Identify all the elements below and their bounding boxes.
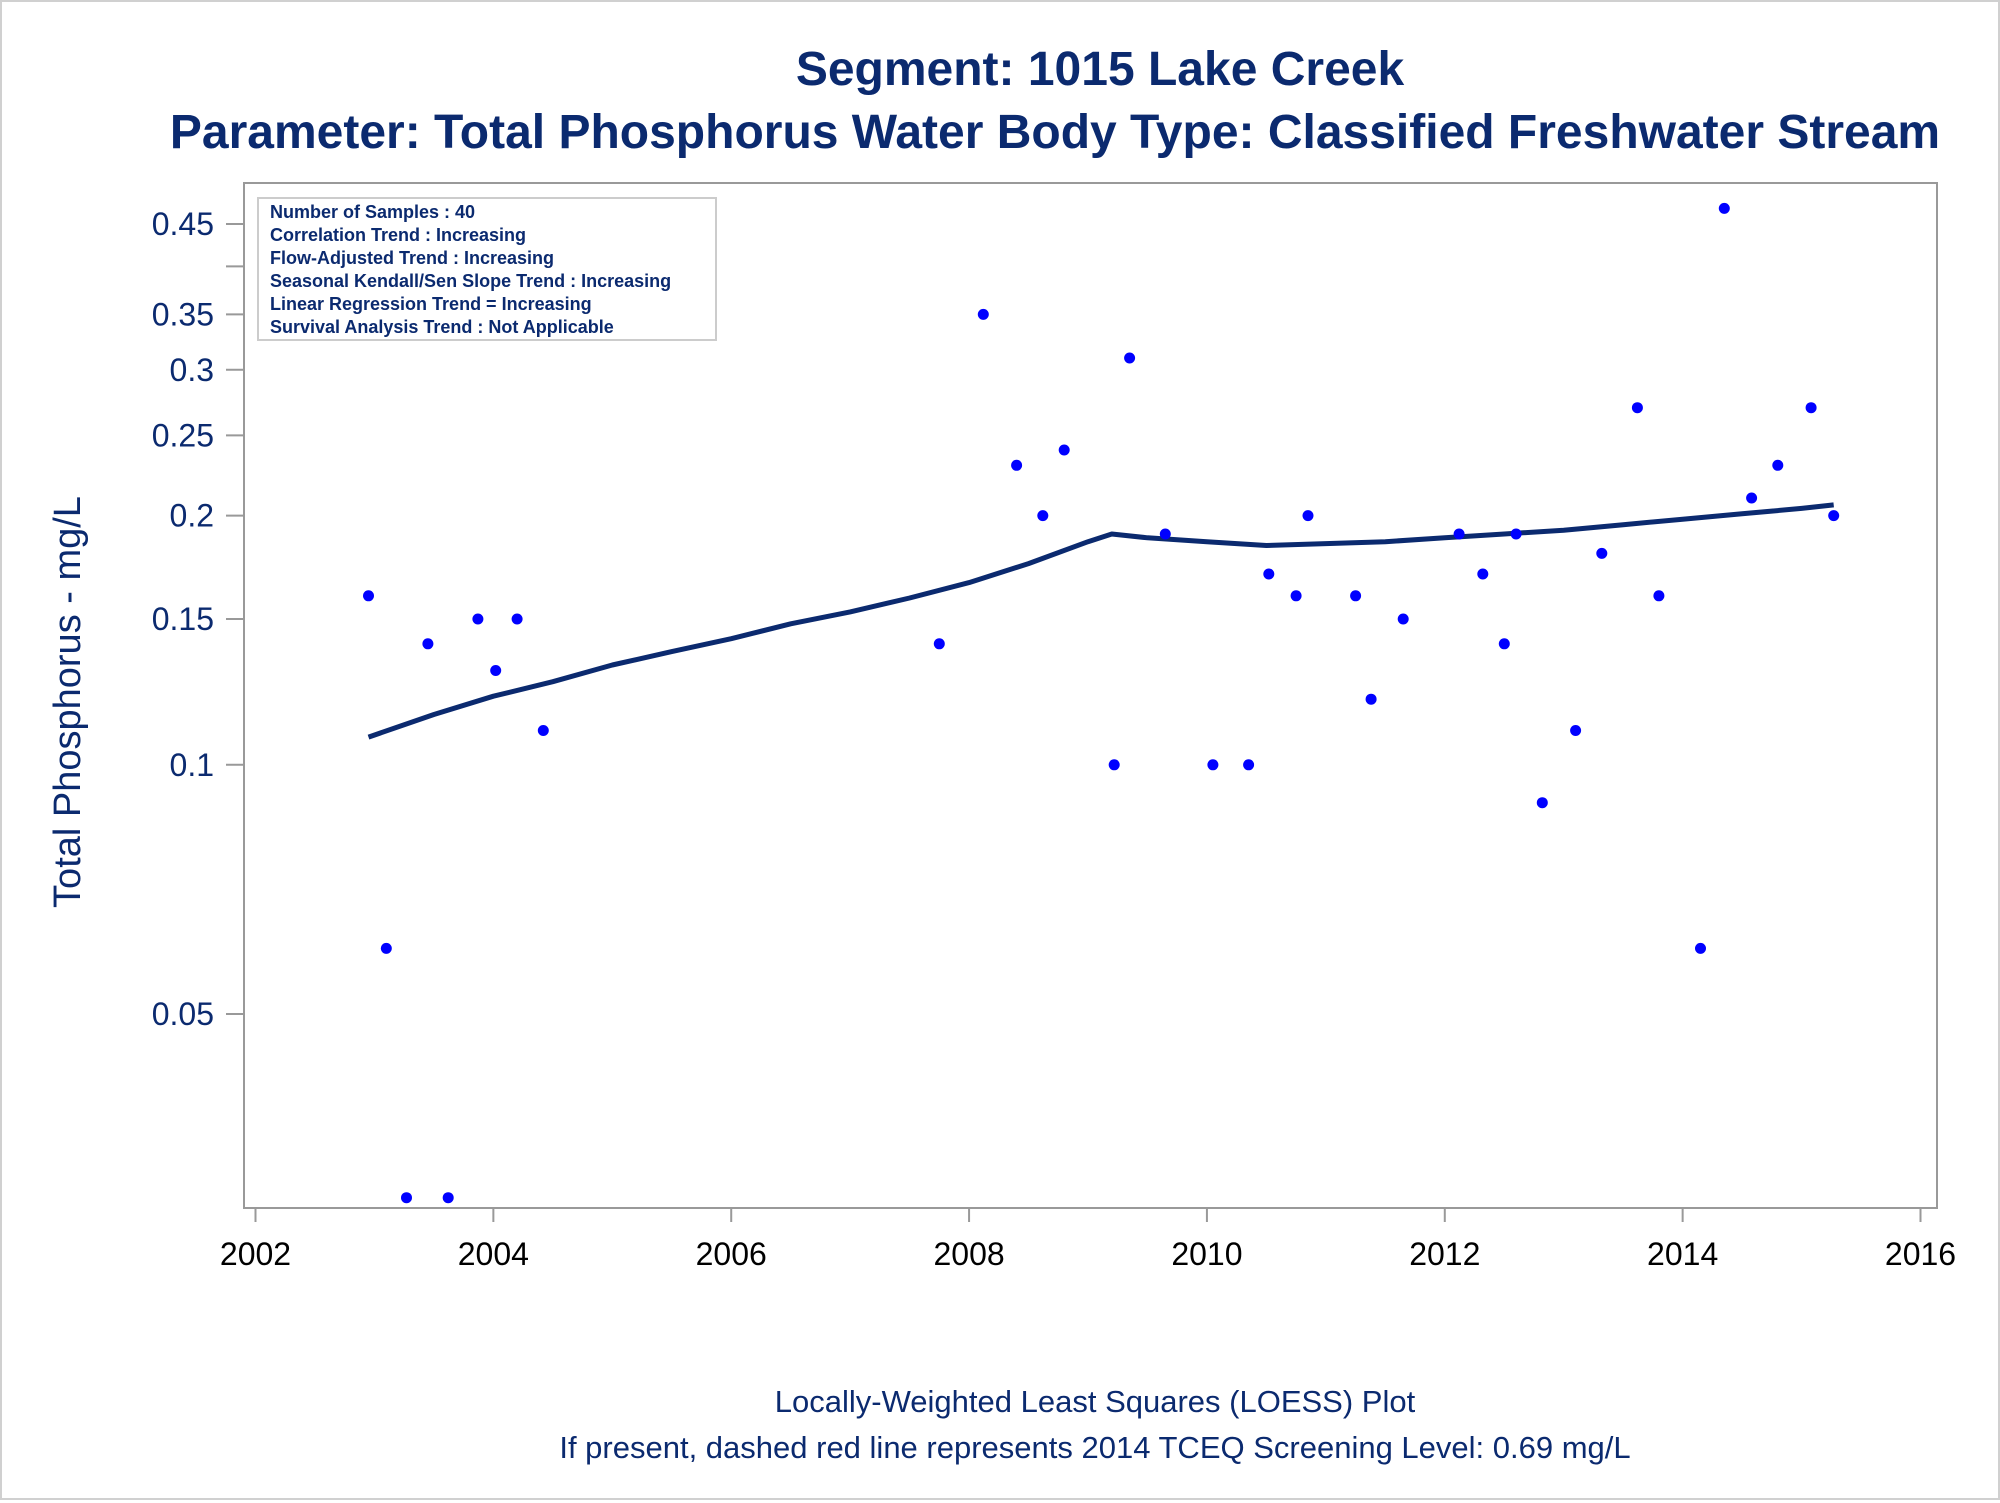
x-tick-label: 2002 [220, 1236, 291, 1272]
sample-point [977, 308, 989, 320]
sample-point [1477, 568, 1489, 580]
sample-point [1805, 402, 1817, 414]
y-tick-label: 0.3 [170, 352, 214, 388]
y-tick-label: 0.05 [152, 996, 214, 1032]
series-layer [363, 202, 1840, 1204]
footnote-screening-level: If present, dashed red line represents 2… [559, 1430, 1630, 1465]
sample-point [1828, 510, 1840, 522]
x-axis: 2002 2004 2006 2008 2010 2012 2014 2016 [220, 1208, 1956, 1272]
x-tick-label: 2008 [933, 1236, 1004, 1272]
chart-title: Segment: 1015 Lake Creek [796, 43, 1405, 96]
stats-line: Correlation Trend : Increasing [270, 225, 526, 245]
sample-point [363, 590, 374, 602]
sample-point [1570, 725, 1582, 736]
sample-point [1695, 942, 1706, 954]
x-tick-label: 2012 [1409, 1236, 1480, 1272]
sample-point [1453, 528, 1465, 540]
sample-point [1243, 759, 1255, 771]
sample-point [1365, 693, 1377, 705]
sample-point [1290, 590, 1302, 602]
sample-point [1058, 444, 1070, 456]
x-tick-label: 2016 [1885, 1236, 1956, 1272]
sample-point [472, 613, 484, 625]
sample-point [1653, 590, 1665, 602]
stats-box-border [257, 197, 717, 341]
sample-point [511, 613, 523, 625]
sample-point [1631, 402, 1643, 414]
y-tick-label: 0.35 [152, 296, 214, 332]
sample-point [1037, 510, 1049, 522]
x-tick-label: 2004 [458, 1236, 529, 1272]
sample-point [1159, 528, 1171, 540]
sample-point [933, 638, 945, 650]
loess-trend-line [367, 502, 1834, 740]
stats-line: Seasonal Kendall/Sen Slope Trend : Incre… [270, 271, 671, 291]
y-tick-label: 0.25 [152, 417, 214, 453]
sample-point [401, 1192, 412, 1204]
y-axis: 0.05 0.1 0.15 0.2 0.25 0.3 0.35 0.45 [152, 206, 244, 1032]
sample-point [1772, 459, 1784, 471]
x-tick-label: 2006 [696, 1236, 767, 1272]
stats-line: Number of Samples : 40 [270, 202, 475, 222]
footnote-loess: Locally-Weighted Least Squares (LOESS) P… [775, 1384, 1416, 1419]
y-tick-label: 0.1 [170, 747, 214, 783]
sample-point [1498, 638, 1510, 650]
plot-area [243, 182, 1938, 1209]
stats-line: Linear Regression Trend = Increasing [270, 294, 592, 314]
sample-point [1124, 352, 1136, 364]
sample-point [490, 665, 502, 676]
x-tick-label: 2014 [1647, 1236, 1718, 1272]
sample-point [1397, 613, 1409, 625]
y-tick-label: 0.15 [152, 601, 214, 637]
sample-point [1718, 202, 1730, 214]
sample-point [1263, 568, 1275, 580]
sample-point [422, 638, 434, 650]
sample-point [1350, 590, 1362, 602]
stats-line: Flow-Adjusted Trend : Increasing [270, 248, 554, 268]
sample-point [1108, 759, 1120, 771]
y-axis-label: Total Phosphorus - mg/L [47, 496, 89, 908]
sample-point [1207, 759, 1219, 771]
chart-subtitle: Parameter: Total Phosphorus Water Body T… [170, 106, 1940, 159]
y-tick-label: 0.2 [170, 498, 214, 534]
sample-point [442, 1192, 454, 1204]
y-tick-label: 0.45 [152, 206, 214, 242]
sample-point [1302, 510, 1314, 522]
stats-line: Survival Analysis Trend : Not Applicable [270, 317, 614, 337]
sample-point [1596, 547, 1608, 559]
sample-point [1510, 528, 1522, 540]
sample-point [380, 942, 392, 954]
sample-point [1011, 459, 1023, 471]
sample-point [1746, 492, 1758, 504]
sample-point [1536, 797, 1548, 809]
sample-point [537, 725, 549, 736]
x-tick-label: 2010 [1171, 1236, 1242, 1272]
stats-box: Number of Samples : 40 Correlation Trend… [257, 197, 717, 341]
